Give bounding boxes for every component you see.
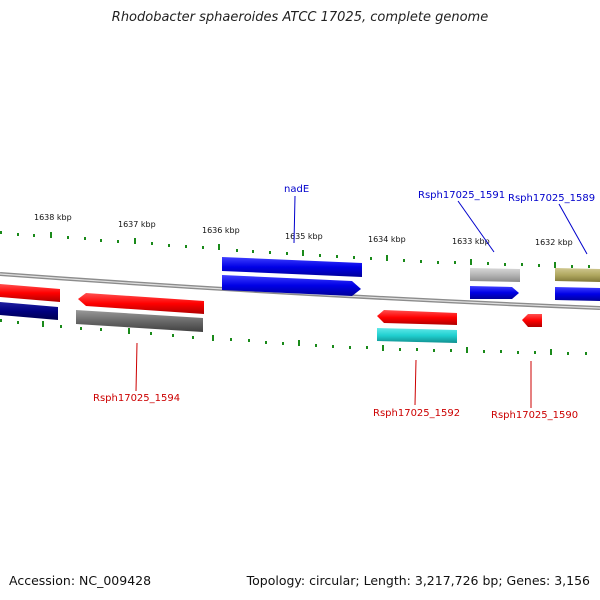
gene-blue-upper-right[interactable] [555, 287, 600, 301]
gene-blue-upper-a[interactable] [222, 257, 362, 277]
gene-cyan-lower[interactable] [377, 328, 457, 343]
leader-line [558, 203, 588, 255]
gene-navy-left[interactable] [0, 302, 58, 320]
ruler-label: 1634 kbp [368, 235, 406, 244]
gene-nadE[interactable] [222, 275, 361, 296]
gene-label-Rsph17025_1592: Rsph17025_1592 [373, 408, 460, 419]
ruler-label: 1638 kbp [34, 213, 72, 222]
gene-label-Rsph17025_1594: Rsph17025_1594 [93, 393, 180, 404]
gene-red-left[interactable] [0, 284, 60, 302]
leader-line [293, 195, 296, 244]
gene-lightgray-upper[interactable] [470, 268, 520, 282]
gene-Rsph17025_1590[interactable] [522, 314, 542, 327]
gene-label-Rsph17025_1591: Rsph17025_1591 [418, 190, 505, 201]
leader-line [414, 359, 417, 406]
gene-Rsph17025_1594[interactable] [78, 293, 204, 314]
gene-label-Rsph17025_1589: Rsph17025_1589 [508, 193, 595, 204]
genome-title: Rhodobacter sphaeroides ATCC 17025, comp… [111, 10, 489, 25]
leader-line [135, 342, 138, 392]
ruler-label: 1633 kbp [452, 237, 490, 246]
ruler-label: 1635 kbp [285, 232, 323, 241]
gene-label-Rsph17025_1590: Rsph17025_1590 [491, 410, 578, 421]
ruler-label: 1632 kbp [535, 238, 573, 247]
ruler-label: 1636 kbp [202, 226, 240, 235]
gene-Rsph17025_1592[interactable] [377, 310, 457, 325]
gene-olive-upper[interactable] [555, 268, 600, 282]
leader-line [457, 200, 495, 253]
ruler-label: 1637 kbp [118, 220, 156, 229]
gene-Rsph17025_1591[interactable] [470, 286, 519, 299]
ruler-ticks-lower [0, 319, 587, 355]
accession-text: Accession: NC_009428 [9, 573, 152, 588]
gene-label-nadE: nadE [284, 184, 309, 195]
gene-gray-lower[interactable] [76, 310, 203, 332]
ruler-ticks-upper [0, 231, 590, 268]
genome-summary-text: Topology: circular; Length: 3,217,726 bp… [246, 573, 590, 588]
